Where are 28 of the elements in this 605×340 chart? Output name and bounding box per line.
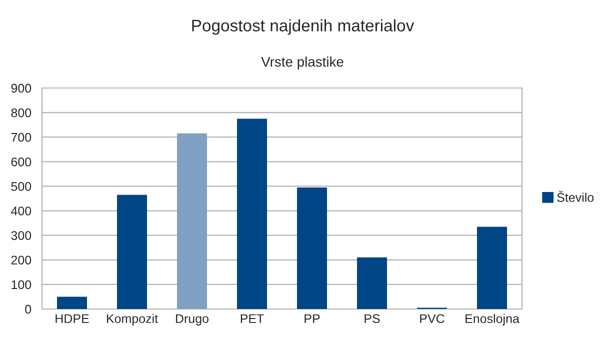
x-tick-label: Enoslojna <box>466 314 520 326</box>
bar <box>477 226 507 309</box>
y-tick-label: 100 <box>12 280 32 290</box>
x-tick-label: Kompozit <box>106 314 158 326</box>
y-tick-label: 800 <box>11 108 32 118</box>
x-tick-label: PET <box>240 314 264 323</box>
bar <box>177 133 207 309</box>
bar <box>57 296 87 309</box>
bar <box>237 118 267 309</box>
x-tick-label: Drugo <box>176 314 208 326</box>
y-tick-label: 0 <box>25 304 32 314</box>
y-tick-label: 600 <box>11 157 32 166</box>
y-tick-label: 700 <box>11 132 32 142</box>
bar <box>297 187 327 309</box>
y-tick-label: 400 <box>11 206 32 216</box>
x-tick-label: HDPE <box>56 314 89 323</box>
y-tick-label: 300 <box>11 231 32 240</box>
x-tick-label: PVC <box>420 314 444 324</box>
y-tick-label: 500 <box>11 182 32 191</box>
y-tick-label: 200 <box>11 256 32 265</box>
chart-title: Pogostost najdenih materialov <box>192 19 414 35</box>
legend-label: Število <box>557 190 594 202</box>
bar <box>117 194 147 309</box>
chart-subtitle: Vrste plastike <box>261 56 344 70</box>
y-tick-label: 900 <box>11 84 32 93</box>
x-tick-label: PP <box>304 314 320 323</box>
x-tick-label: PS <box>364 314 380 324</box>
bar <box>357 257 387 309</box>
